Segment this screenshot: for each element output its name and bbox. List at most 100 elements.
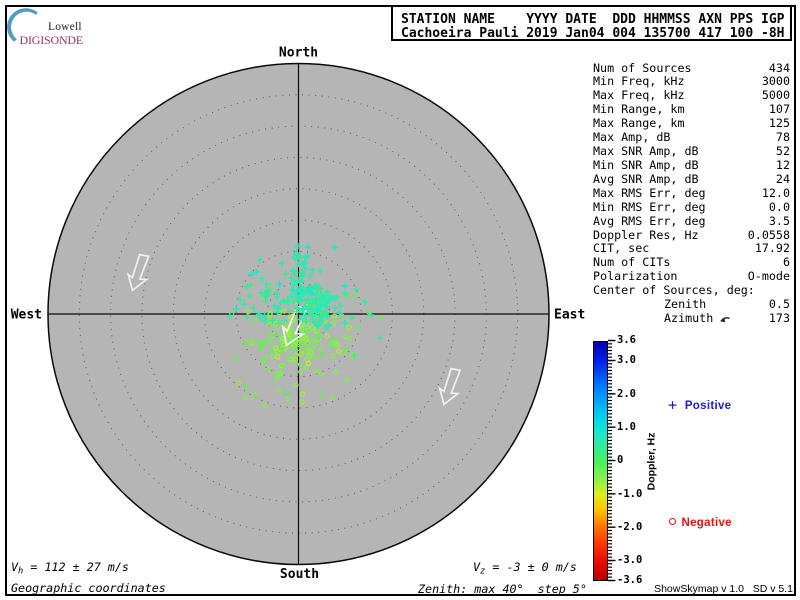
- source-positive-marker: [233, 305, 240, 312]
- source-negative-marker: [313, 328, 319, 334]
- source-positive-marker: [304, 243, 312, 251]
- source-negative-marker: [267, 331, 274, 337]
- stat-label: Doppler Res, Hz: [593, 227, 699, 242]
- source-positive-marker: [243, 314, 251, 321]
- source-negative-marker: [276, 387, 282, 393]
- stat-value: 12.0: [761, 185, 790, 200]
- stat-value: 107: [768, 102, 790, 117]
- stat-row: Min RMS Err, deg 0.0: [593, 200, 790, 215]
- source-positive-marker: [337, 302, 344, 309]
- source-positive-marker: [312, 295, 319, 302]
- stat-label: Min Range, km: [593, 102, 685, 117]
- colorbar-tick-label: -3.0: [617, 554, 643, 567]
- source-positive-marker: [341, 282, 349, 290]
- source-positive-marker: [324, 312, 332, 320]
- stat-value: 125: [768, 116, 790, 131]
- source-negative-marker: [280, 318, 286, 325]
- source-positive-marker: [261, 318, 269, 325]
- statistics-panel: Num of Sources 434 Min Freq, kHz 3000 Max Fr…: [593, 60, 790, 327]
- source-negative-marker: [308, 350, 314, 356]
- stat-value: 5000: [761, 88, 790, 103]
- source-negative-marker: [299, 326, 305, 332]
- source-negative-marker: [344, 377, 351, 383]
- stat-label: Avg SNR Amp, dB: [593, 171, 699, 186]
- source-negative-marker: [318, 345, 324, 351]
- stat-row: Max Freq, kHz 5000: [593, 88, 790, 103]
- source-positive-marker: [286, 308, 293, 315]
- source-positive-marker: [290, 298, 297, 305]
- source-positive-marker: [243, 283, 251, 291]
- stat-label: Avg RMS Err, deg: [593, 213, 706, 228]
- source-positive-marker: [290, 286, 297, 294]
- stat-value: 12: [775, 157, 790, 172]
- source-negative-marker: [242, 341, 248, 347]
- colorbar-tick-label: 0: [617, 454, 624, 467]
- source-positive-marker: [331, 244, 338, 251]
- source-negative-marker: [260, 358, 267, 364]
- source-negative-marker: [233, 355, 239, 361]
- source-positive-marker: [312, 311, 319, 319]
- source-negative-marker: [331, 320, 337, 326]
- source-positive-marker: [324, 323, 331, 331]
- source-positive-marker: [300, 270, 307, 278]
- source-negative-marker: [319, 392, 325, 398]
- source-positive-marker: [287, 293, 295, 300]
- colorbar-tick-label: 1.0: [617, 420, 636, 433]
- source-negative-marker: [331, 313, 338, 319]
- stat-value: 434: [768, 60, 790, 75]
- source-negative-marker: [299, 391, 306, 397]
- stat-label: Polarization: [593, 269, 678, 284]
- label-south: South: [280, 567, 319, 582]
- stat-label: Min Freq, kHz: [593, 74, 685, 89]
- source-positive-marker: [367, 311, 375, 319]
- source-negative-marker: [347, 335, 353, 341]
- source-negative-marker: [278, 368, 285, 375]
- stat-row: Zenith 0.5: [593, 297, 790, 312]
- source-positive-marker: [303, 318, 310, 325]
- logo-digisonde-text: DIGISONDE: [19, 32, 84, 47]
- source-positive-marker: [273, 290, 280, 297]
- source-negative-marker: [267, 338, 273, 344]
- source-positive-marker: [306, 299, 313, 307]
- stat-value: 78: [775, 130, 790, 145]
- source-positive-marker: [302, 311, 309, 319]
- source-positive-marker: [276, 280, 283, 287]
- source-positive-marker: [271, 303, 278, 310]
- legend-negative: Negative: [668, 517, 732, 529]
- stat-row: Max RMS Err, deg 12.0: [593, 185, 790, 201]
- colorbar-tick-label: -3.6: [617, 574, 643, 587]
- source-negative-marker: [245, 309, 251, 315]
- source-negative-marker: [236, 380, 242, 386]
- source-positive-marker: [226, 313, 233, 320]
- source-negative-marker: [320, 352, 326, 358]
- stat-label: Max Range, km: [593, 116, 685, 131]
- source-positive-marker: [314, 296, 321, 304]
- source-negative-marker: [346, 324, 352, 331]
- source-positive-marker: [315, 283, 322, 290]
- source-positive-marker: [274, 309, 281, 316]
- stat-value: 3.5: [768, 213, 790, 228]
- drift-arrow-upper-left: [126, 253, 150, 292]
- colorbar-tick-label: -2.0: [617, 520, 643, 533]
- source-positive-marker: [298, 261, 305, 268]
- source-negative-marker: [314, 329, 320, 336]
- source-positive-marker: [275, 320, 282, 327]
- source-negative-marker: [306, 327, 312, 334]
- source-positive-marker: [304, 306, 312, 313]
- stat-value: 173: [768, 311, 790, 326]
- source-positive-marker: [307, 286, 314, 293]
- source-negative-marker: [269, 353, 276, 360]
- source-positive-marker: [290, 254, 298, 261]
- source-positive-marker: [361, 298, 369, 306]
- source-positive-marker: [264, 287, 272, 294]
- source-positive-marker: [342, 290, 349, 297]
- stat-label: Num of Sources: [593, 60, 692, 75]
- source-positive-marker: [262, 292, 269, 300]
- source-negative-marker: [329, 395, 335, 401]
- source-negative-marker: [258, 346, 264, 352]
- stat-label: Max Amp, dB: [593, 130, 671, 145]
- stat-row: Avg SNR Amp, dB 24: [593, 171, 790, 187]
- source-negative-marker: [302, 348, 308, 354]
- source-negative-marker: [251, 392, 258, 398]
- source-negative-marker: [285, 353, 291, 360]
